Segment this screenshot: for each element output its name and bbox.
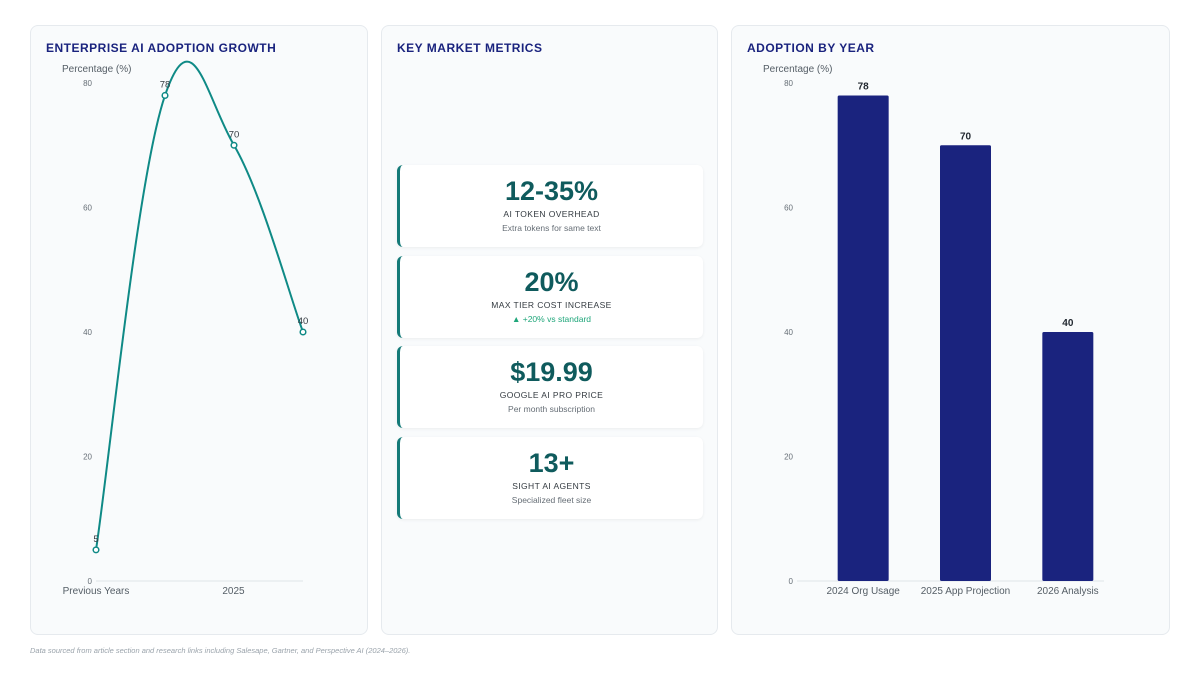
metrics-panel: KEY MARKET METRICS 12-35% AI TOKEN OVERH… [381,25,718,635]
data-point [161,91,169,99]
bar-value-label: 78 [858,81,870,92]
y-tick-label: 80 [784,79,793,88]
yearly-bar-chart: Percentage (%) 0 20 40 60 80 78 2024 Org Usage 7… [763,64,1104,597]
metric-sub: Per month subscription [508,404,595,414]
metric-value: 12-35% [504,176,599,206]
y-tick-label: 40 [83,328,92,337]
growth-series-line [95,60,304,551]
metric-sub: Specialized fleet size [511,495,592,505]
growth-chart-panel: ENTERPRISE AI ADOPTION GROWTH Percentage… [30,25,368,635]
x-tick-label: 2024 Org Usage [826,586,900,597]
growth-chart-title: ENTERPRISE AI ADOPTION GROWTH [46,41,277,55]
y-tick-label: 20 [83,453,92,462]
y-tick-label: 0 [88,577,93,586]
metric-label: MAX TIER COST INCREASE [491,300,612,310]
metrics-title: KEY MARKET METRICS [397,41,543,55]
metric-card-token-overhead: 12-35% AI TOKEN OVERHEAD Extra tokens fo… [397,165,703,247]
data-label: 78 [160,79,171,90]
yearly-chart-title: ADOPTION BY YEAR [747,41,875,55]
metric-card-google-price: $19.99 GOOGLE AI PRO PRICE Per month sub… [397,346,703,428]
data-label: 70 [229,129,240,140]
metric-label: GOOGLE AI PRO PRICE [499,390,604,400]
y-tick-label: 60 [83,204,92,213]
y-axis-title: Percentage (%) [763,64,832,75]
data-label: 5 [93,534,98,545]
metric-trend-up: ▲ +20% vs standard [511,314,592,324]
bar [940,145,991,581]
yearly-chart-panel: ADOPTION BY YEAR Percentage (%) 0 20 40 60 80… [731,25,1170,635]
metric-card-tier-cost: 20% MAX TIER COST INCREASE ▲ +20% vs sta… [397,256,703,338]
metric-value: $19.99 [510,357,593,387]
y-tick-label: 80 [83,79,92,88]
metric-label: AI TOKEN OVERHEAD [503,209,600,219]
y-tick-label: 0 [789,577,794,586]
bar-value-label: 40 [1062,318,1074,329]
metric-sub: Extra tokens for same text [502,223,601,233]
x-tick-label: Previous Years [63,586,130,597]
bar [1042,332,1094,581]
y-tick-label: 20 [784,453,793,462]
metric-value: 20% [524,267,579,297]
bar [837,95,889,581]
y-tick-label: 40 [784,328,793,337]
data-point [92,546,100,554]
x-tick-label: 2025 App Projection [921,586,1011,597]
metric-value: 13+ [528,448,575,478]
footnote: Data sourced from article section and re… [30,646,411,655]
x-tick-label: 2026 Analysis [1037,586,1099,597]
y-tick-label: 60 [784,204,793,213]
y-axis-title: Percentage (%) [62,64,131,75]
data-point [299,328,307,336]
metric-card-sight-agents: 13+ SIGHT AI AGENTS Specialized fleet si… [397,437,703,519]
data-label: 40 [298,316,309,327]
metric-label: SIGHT AI AGENTS [512,481,591,491]
x-tick-label: 2025 [222,586,245,597]
bar-value-label: 70 [960,131,972,142]
growth-line-chart: Percentage (%) 0 20 40 60 80 Previous Years 202… [62,60,309,597]
data-point [230,141,238,149]
